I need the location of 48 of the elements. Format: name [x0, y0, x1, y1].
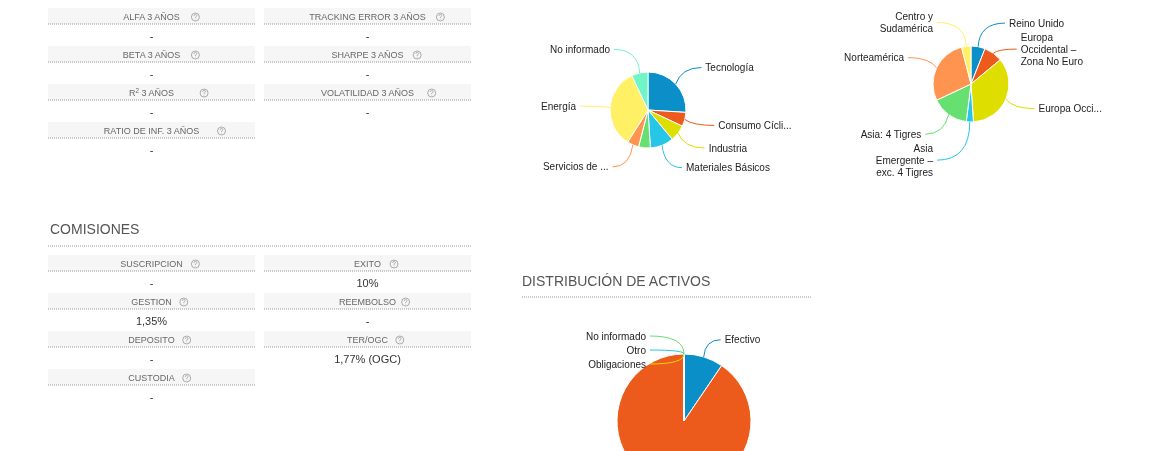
- text: 1,35%: [135, 315, 168, 327]
- category-label: TRACKING ERROR 3 AÑOS: [309, 12, 426, 22]
- text: -: [149, 68, 154, 80]
- slice-label: Consumo Cícli...: [718, 119, 792, 131]
- slice-label: Asia Emergente – exc. 4 Tigres: [875, 142, 934, 178]
- category-label: CUSTODIA: [128, 373, 175, 383]
- category-label: EXITO: [354, 259, 381, 269]
- slice-label: Centro y Sudamérica: [879, 10, 934, 34]
- text: -: [149, 277, 154, 289]
- text: -: [149, 144, 154, 156]
- text: COMISIONES: [50, 221, 140, 237]
- category-label: RATIO DE INF. 3 AÑOS: [103, 126, 200, 136]
- slice-label: Europa Occi...: [1038, 103, 1102, 115]
- text: -: [365, 106, 370, 118]
- category-label: BETA 3 AÑOS: [122, 50, 181, 60]
- slice-label: No informado: [549, 43, 611, 55]
- category-label: VOLATILIDAD 3 AÑOS: [321, 88, 414, 98]
- slice-label: Asia: 4 Tigres: [860, 128, 922, 140]
- category-label: GESTION: [131, 297, 172, 307]
- text: 10%: [356, 277, 379, 289]
- category-label: REEMBOLSO: [338, 297, 397, 307]
- slice-label: Norteamérica: [844, 52, 905, 64]
- slice-label: Energía: [541, 100, 577, 112]
- text: -: [149, 391, 154, 403]
- category-label: ALFA 3 AÑOS: [123, 12, 180, 22]
- slice-label: Reino Unido: [1009, 17, 1065, 29]
- legend-label: Otro: [626, 344, 647, 356]
- slice-label: Servicios de ...: [542, 161, 609, 173]
- text: 1,77% (OGC): [334, 353, 401, 365]
- text: -: [149, 106, 154, 118]
- slice-label: Efectivo: [724, 334, 761, 346]
- text: -: [365, 315, 370, 327]
- legend-label: Obligaciones: [588, 358, 646, 370]
- slice-label: Industria: [708, 142, 748, 154]
- category-label: SHARPE 3 AÑOS: [331, 50, 404, 60]
- category-label: SUSCRIPCION: [120, 259, 183, 269]
- slice-label: Europa Occidental – Zona No Euro: [1020, 31, 1084, 67]
- category-label: TER/OGC: [346, 335, 389, 345]
- slice-label: Materiales Básicos: [686, 162, 770, 174]
- chart-title: DISTRIBUCIÓN DE ACTIVOS: [522, 273, 711, 289]
- slice-label: Tecnología: [705, 62, 755, 74]
- category-label: R$^{2}$ 3 AÑOS: [128, 86, 175, 98]
- text: -: [365, 68, 370, 80]
- category-label: No informado: [585, 330, 646, 342]
- category-label: DEPOSITO: [128, 335, 175, 345]
- text: -: [149, 30, 154, 42]
- text: -: [149, 353, 154, 365]
- text: -: [365, 30, 370, 42]
